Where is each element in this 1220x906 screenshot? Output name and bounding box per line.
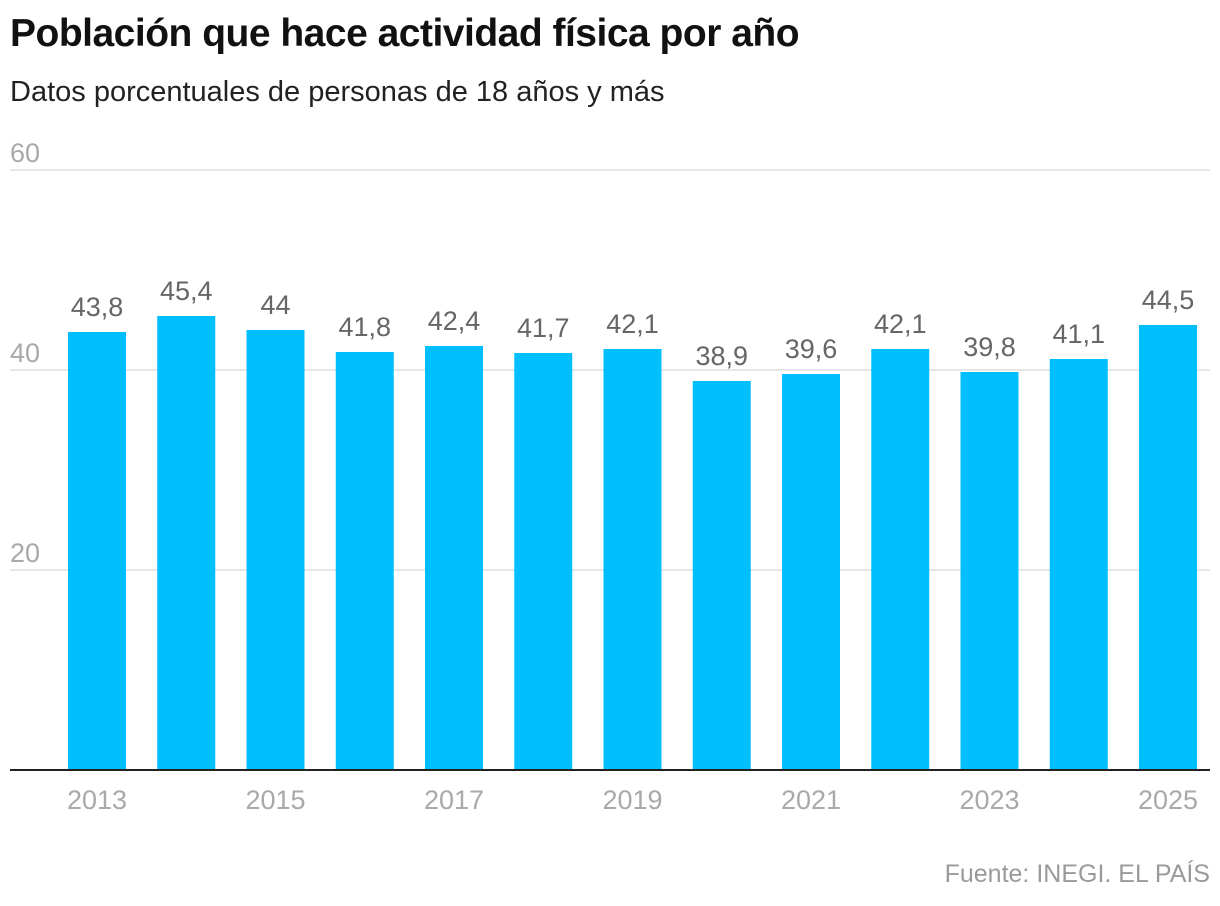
data-label: 41,7 [517, 313, 570, 343]
data-label: 39,8 [963, 332, 1016, 362]
bar-2022 [871, 349, 930, 770]
bar-2015 [246, 330, 305, 770]
chart-title: Población que hace actividad física por … [10, 12, 800, 55]
data-label: 44 [260, 290, 290, 320]
data-label: 42,1 [874, 309, 927, 339]
x-tick-label: 2021 [781, 785, 841, 815]
bar-2013 [68, 332, 126, 770]
bar-2024 [1049, 359, 1108, 770]
x-tick-label: 2019 [602, 785, 662, 815]
chart-subtitle: Datos porcentuales de personas de 18 año… [10, 76, 665, 108]
y-tick-label: 20 [10, 538, 40, 568]
x-tick-label: 2025 [1138, 785, 1198, 815]
data-label: 44,5 [1142, 285, 1195, 315]
bar-2018 [514, 353, 573, 770]
y-tick-label: 60 [10, 138, 40, 168]
data-labels: 43,8 45,4 44 41,8 42,4 41,7 42,1 38,9 39,6 42,1 39… [71, 276, 1195, 371]
data-label: 45,4 [160, 276, 213, 306]
bar-2021 [782, 374, 840, 770]
bar-2020 [692, 381, 751, 770]
x-tick-label: 2015 [245, 785, 305, 815]
x-tick-label: 2023 [959, 785, 1019, 815]
bar-2019 [603, 349, 662, 770]
data-label: 41,8 [338, 312, 391, 342]
source-note: Fuente: INEGI. EL PAÍS [944, 860, 1210, 888]
bar-2023 [960, 372, 1019, 770]
bar-2016 [335, 352, 394, 770]
x-tick-label: 2013 [67, 785, 127, 815]
data-label: 39,6 [785, 334, 838, 364]
data-label: 42,4 [428, 306, 481, 336]
x-axis: 2013 2015 2017 2019 2021 2023 2025 [10, 769, 1210, 815]
data-label: 42,1 [606, 309, 659, 339]
x-tick-label: 2017 [424, 785, 484, 815]
bar-2014 [157, 316, 216, 770]
data-label: 43,8 [71, 292, 124, 322]
bars [68, 316, 1197, 770]
bar-2017 [425, 346, 483, 770]
data-label: 38,9 [695, 341, 748, 371]
bar-2025 [1139, 325, 1197, 770]
y-tick-label: 40 [10, 338, 40, 368]
data-label: 41,1 [1052, 319, 1105, 349]
